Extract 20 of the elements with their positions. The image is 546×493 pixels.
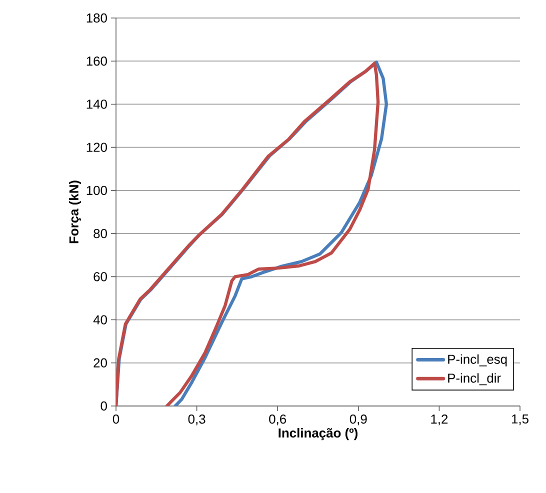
x-axis-title: Inclinação (º) [278, 428, 358, 440]
y-axis-title: Força (kN) [68, 180, 82, 244]
y-tick-label: 20 [94, 358, 107, 368]
x-tick-label: 0,3 [188, 414, 206, 426]
y-tick-label: 80 [94, 228, 107, 238]
y-tick-label: 180 [86, 13, 107, 23]
legend-label: P-incl_dir [448, 373, 501, 386]
x-tick-label: 0,6 [269, 414, 286, 426]
x-tick-label: 1,5 [512, 414, 528, 426]
legend-label: P-incl_esq [448, 354, 507, 366]
y-tick-label: 60 [94, 272, 107, 282]
x-tick-label: 1,2 [431, 414, 448, 426]
x-tick-label: 0,9 [350, 414, 367, 426]
y-tick-label: 140 [86, 100, 107, 109]
y-tick-label: 160 [86, 56, 107, 66]
x-tick-label: 0 [112, 414, 120, 424]
y-tick-label: 0 [100, 401, 107, 411]
y-tick-label: 40 [93, 315, 107, 324]
y-tick-label: 100 [86, 186, 107, 196]
y-tick-label: 120 [86, 142, 107, 152]
